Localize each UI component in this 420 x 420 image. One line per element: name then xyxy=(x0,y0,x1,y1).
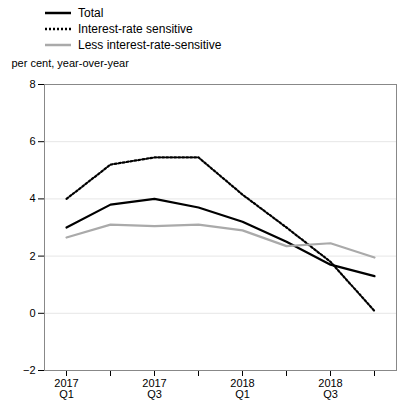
html-text:Interest-rate sensitive: Interest-rate sensitive xyxy=(78,22,193,36)
svg-text:per cent, year-over-year: per cent, year-over-year xyxy=(12,57,130,69)
html-text:Less interest-rate-sensitive: Less interest-rate-sensitive xyxy=(78,38,222,52)
svg-text:8: 8 xyxy=(29,78,35,90)
svg-text:6: 6 xyxy=(29,135,35,147)
svg-text:2017Q1: 2017Q1 xyxy=(54,377,78,400)
svg-text:2018Q1: 2018Q1 xyxy=(230,377,254,400)
svg-text:0: 0 xyxy=(29,307,35,319)
html-text:Total: Total xyxy=(78,6,104,20)
svg-text:2018Q3: 2018Q3 xyxy=(318,377,342,400)
svg-text:4: 4 xyxy=(29,192,35,204)
svg-text:2: 2 xyxy=(29,250,35,262)
svg-text:2017Q3: 2017Q3 xyxy=(142,377,166,400)
svg-text:−2: −2 xyxy=(23,364,36,376)
